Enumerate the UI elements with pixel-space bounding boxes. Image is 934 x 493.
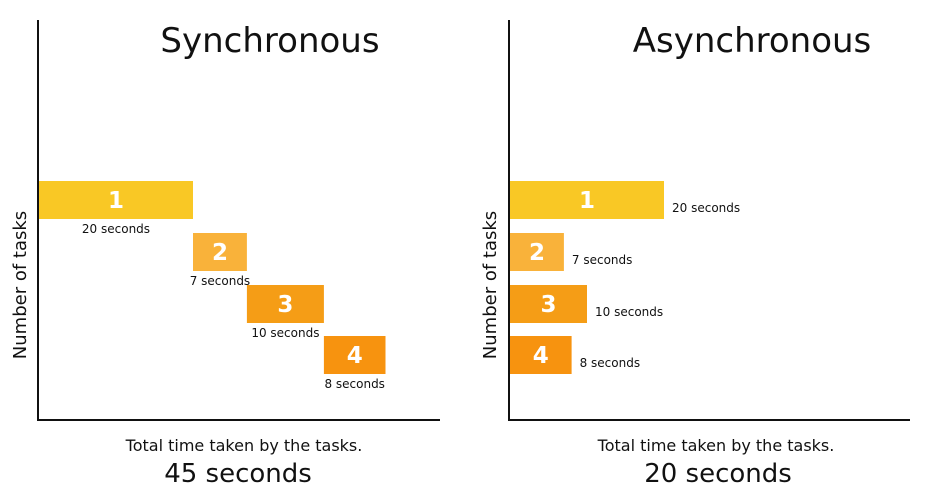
async-task-number-4: 4 (533, 343, 549, 369)
sync-task-bar-3 (246, 285, 324, 323)
async-task-number-3: 3 (540, 292, 556, 318)
synchronous-panel: Synchronous Number of tasks Total time t… (10, 20, 440, 489)
sync-task-bar-4 (323, 336, 386, 374)
async-task-duration-4: 8 seconds (580, 356, 641, 370)
asynchronous-y-label: Number of tasks (480, 211, 501, 359)
synchronous-title: Synchronous (160, 21, 379, 61)
async-task-duration-3: 10 seconds (595, 305, 663, 319)
sync-task-duration-4: 8 seconds (324, 377, 385, 391)
sync-task-number-2: 2 (212, 240, 228, 266)
sync-task-number-1: 1 (108, 188, 124, 214)
async-task-number-1: 1 (579, 188, 595, 214)
asynchronous-total-time: 20 seconds (644, 459, 792, 489)
async-task-bar-3 (510, 285, 587, 323)
async-task-bar-4 (510, 336, 572, 374)
sync-task-bar-2 (193, 233, 247, 271)
synchronous-bars: 1 20 seconds 2 7 seconds 3 10 seconds 4 8 secon… (39, 181, 386, 391)
sync-task-duration-3: 10 seconds (251, 326, 319, 340)
asynchronous-x-caption: Total time taken by the tasks. (597, 436, 835, 455)
async-task-duration-1: 20 seconds (672, 201, 740, 215)
asynchronous-title: Asynchronous (633, 21, 872, 61)
sync-task-bar-1 (39, 181, 193, 219)
sync-task-duration-2: 7 seconds (190, 274, 251, 288)
sync-task-duration-1: 20 seconds (82, 222, 150, 236)
synchronous-x-caption: Total time taken by the tasks. (125, 436, 363, 455)
asynchronous-panel: Asynchronous Number of tasks Total time … (480, 20, 910, 489)
sync-task-number-4: 4 (347, 343, 363, 369)
async-task-bar-2 (510, 233, 564, 271)
async-task-duration-2: 7 seconds (572, 253, 633, 267)
sync-task-number-3: 3 (277, 292, 293, 318)
asynchronous-bars: 1 20 seconds 2 7 seconds 3 10 seconds 4 8 secon… (510, 181, 740, 374)
synchronous-total-time: 45 seconds (164, 459, 312, 489)
async-task-bar-1 (510, 181, 664, 219)
synchronous-y-label: Number of tasks (10, 211, 31, 359)
async-task-number-2: 2 (529, 240, 545, 266)
